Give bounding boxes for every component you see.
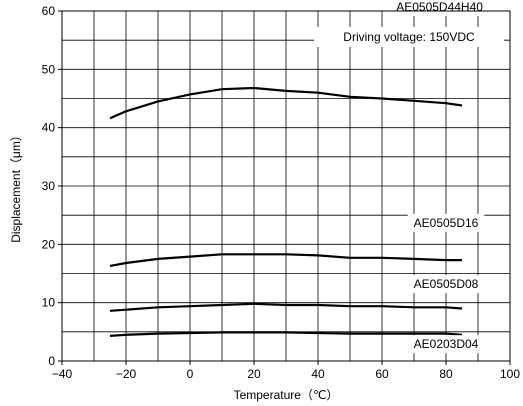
y-tick-label: 0 — [48, 354, 55, 368]
y-tick-label: 60 — [42, 4, 56, 18]
series-line — [109, 86, 463, 120]
series-label: AE0505D08 — [414, 277, 479, 291]
series-label: AE0505D44H40 — [396, 0, 483, 14]
grid-lines — [61, 10, 511, 362]
x-tick-labels: −40 −20 0 20 40 60 80 100 — [52, 361, 520, 381]
annotation-box — [314, 27, 504, 47]
series-line — [109, 302, 463, 312]
series-labels: AE0505D44H40 AE0505D16 AE0505D08 AE0203D04 — [390, 0, 489, 354]
series-label-background — [407, 275, 485, 294]
x-tick-label: 60 — [375, 367, 389, 381]
y-tick-label: 10 — [42, 296, 56, 310]
x-tick-label: 80 — [439, 367, 453, 381]
driving-voltage-annotation: Driving voltage: 150VDC — [343, 30, 475, 44]
x-tick-label: 40 — [311, 367, 325, 381]
series-label: AE0505D16 — [414, 216, 479, 230]
x-tick-label: 100 — [500, 367, 520, 381]
series-label-background — [390, 0, 489, 16]
annotation-group: Driving voltage: 150VDC — [314, 27, 504, 47]
y-tick-label: 30 — [42, 179, 56, 193]
series-label: AE0203D04 — [414, 337, 479, 351]
series-line — [109, 253, 462, 267]
series-lines — [109, 86, 463, 337]
x-tick-label: −20 — [116, 367, 137, 381]
x-axis-label: Temperature（℃） — [234, 388, 339, 402]
y-axis-label: Displacement（μm） — [9, 129, 23, 243]
series-label-background — [407, 335, 485, 354]
x-tick-label: 20 — [247, 367, 261, 381]
y-tick-label: 50 — [42, 62, 56, 76]
x-tick-label: −40 — [52, 367, 73, 381]
series-line — [109, 331, 463, 337]
series-label-background — [407, 213, 485, 232]
x-tick-label: 0 — [187, 367, 194, 381]
y-tick-label: 40 — [42, 121, 56, 135]
y-tick-labels: 0 10 20 30 40 50 60 — [42, 4, 62, 368]
y-tick-label: 20 — [42, 237, 56, 251]
